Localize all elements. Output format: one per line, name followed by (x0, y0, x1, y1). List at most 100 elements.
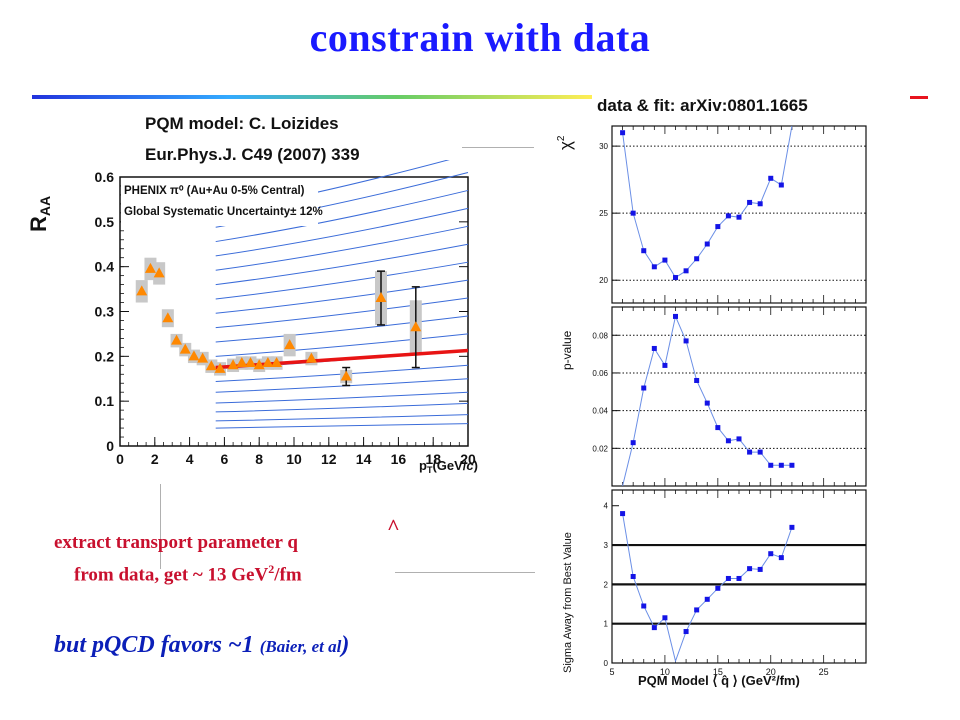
x-tick-label: 8 (255, 451, 263, 467)
data-point (197, 352, 209, 363)
x-tick-label: 5 (609, 667, 614, 677)
data-point (205, 360, 217, 371)
x-tick-label: 4 (186, 451, 194, 467)
model-curve (215, 391, 469, 404)
raa-ylabel: RAA (26, 196, 53, 232)
chi2-panel: 20 25 30 (599, 125, 867, 304)
panel-frame (611, 125, 867, 304)
data-point (171, 334, 183, 345)
x-tick-label: 12 (321, 451, 337, 467)
series-marker (694, 607, 700, 613)
series-marker (725, 575, 731, 581)
series-marker (673, 313, 678, 319)
series-marker (736, 436, 742, 442)
y-tick-label: 0.3 (95, 304, 115, 320)
series-marker (683, 629, 689, 635)
y-tick-label: 20 (599, 276, 608, 285)
y-tick-label: 25 (599, 209, 608, 218)
raa-xlabel: pT(GeV/c) (419, 458, 478, 475)
x-tick-label: 25 (819, 667, 829, 677)
series-marker (641, 248, 647, 254)
series-marker (630, 574, 636, 579)
guide-line-bottom (395, 572, 535, 573)
series-line (622, 513, 793, 663)
guide-line-top (462, 147, 534, 148)
series-marker (630, 440, 636, 446)
x-tick-label: 20 (460, 451, 476, 467)
series-marker (630, 210, 636, 216)
reference-fit: data & fit: arXiv:0801.1665 (597, 96, 808, 115)
series-marker (715, 224, 721, 230)
series-marker (725, 438, 731, 444)
series-marker (789, 524, 795, 530)
series-marker (715, 585, 721, 591)
guide-line-vertical (160, 484, 161, 569)
y-tick-label: 0.08 (592, 331, 608, 340)
series-marker (778, 555, 784, 561)
series-marker (778, 182, 784, 188)
data-point (305, 352, 317, 363)
x-tick-label: 6 (221, 451, 229, 467)
x-tick-label: 16 (391, 451, 407, 467)
sigma-panel: 0 1 2 3 4 5 10 15 20 25 (604, 489, 867, 677)
model-curve (215, 414, 469, 422)
extract-line2: from data, get ~ 13 GeV2/fm (74, 562, 302, 586)
model-curve (215, 333, 469, 357)
model-curve (215, 378, 469, 393)
svg-text:RAA: RAA (26, 196, 53, 232)
x-tick-label: 15 (713, 667, 723, 677)
model-curves (215, 160, 469, 429)
series-marker (747, 449, 753, 455)
data-point (253, 359, 265, 370)
series-marker (768, 462, 774, 468)
y-tick-label: 0 (106, 438, 114, 454)
data-points (136, 262, 422, 381)
data-point (162, 312, 174, 323)
model-curve (215, 423, 469, 429)
y-tick-label: 0.2 (95, 348, 115, 364)
series-marker (704, 241, 710, 247)
series-marker (757, 201, 763, 207)
pqcd-statement: but pQCD favors ~1 (Baier, et al) (54, 632, 350, 658)
x-tick-label: 10 (286, 451, 302, 467)
extract-line1: extract transport parameter q (54, 532, 298, 553)
data-point (214, 362, 226, 373)
title-rule (32, 95, 592, 99)
legend-line1: PHENIX π⁰ (Au+Au 0-5% Central) (124, 184, 305, 197)
pvalue-ylabel: p-value (560, 330, 574, 370)
x-tick-label: 14 (356, 451, 372, 467)
model-curve (215, 207, 469, 257)
x-tick-label: 18 (425, 451, 441, 467)
series-marker (757, 449, 763, 455)
data-point (227, 359, 239, 370)
series-marker (620, 511, 626, 517)
slide-title: constrain with data (309, 15, 651, 60)
series-marker (651, 625, 657, 631)
data-point (271, 357, 283, 368)
y-tick-label: 0.06 (592, 369, 608, 378)
panel-frame (611, 306, 867, 487)
series-marker (694, 377, 700, 383)
y-tick-label: 0.04 (592, 407, 608, 416)
series-marker (651, 345, 657, 351)
series-marker (747, 566, 753, 572)
legend-line2: Global Systematic Uncertainty± 12% (124, 206, 323, 218)
series-marker (673, 275, 678, 281)
model-curve (215, 297, 469, 329)
x-tick-label: 0 (116, 451, 124, 467)
fit-panels: 20 25 30 0.02 0.04 0.06 0.08 0 1 2 3 4 5 10 15 20 25 χ… (556, 125, 867, 688)
model-curve (215, 402, 469, 413)
y-tick-label: 0.5 (95, 214, 115, 230)
model-curve (215, 225, 469, 271)
series-marker (747, 199, 753, 205)
reference-model-line2: Eur.Phys.J. C49 (2007) 339 (145, 145, 360, 164)
data-point (144, 262, 156, 273)
reference-model-line1: PQM model: C. Loizides (145, 114, 339, 133)
y-tick-label: 0 (604, 659, 609, 668)
model-curve (215, 279, 469, 314)
legend-background (121, 178, 318, 226)
series-marker (778, 462, 784, 468)
series-marker (683, 268, 689, 274)
data-point (340, 370, 352, 381)
qhat-caret: ^ (387, 514, 400, 539)
